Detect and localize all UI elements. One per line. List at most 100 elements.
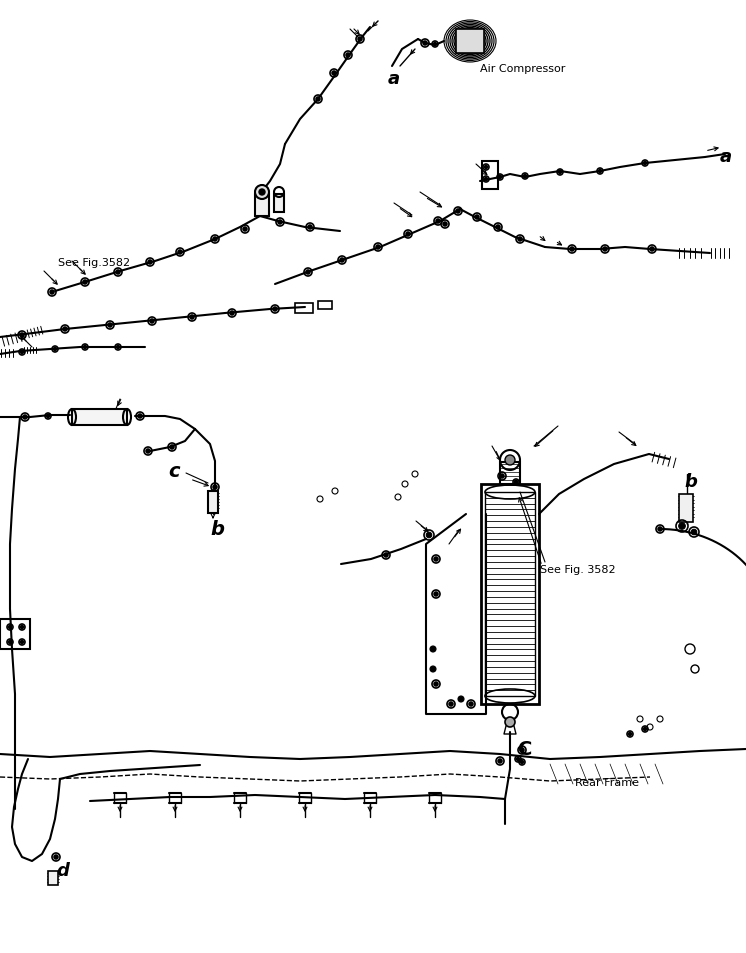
Circle shape — [498, 759, 502, 763]
Circle shape — [658, 527, 662, 532]
Circle shape — [54, 348, 57, 352]
Circle shape — [516, 758, 520, 760]
Circle shape — [434, 682, 438, 686]
Circle shape — [518, 237, 522, 242]
Circle shape — [433, 43, 436, 47]
Text: d: d — [56, 862, 69, 879]
Bar — [456, 30, 484, 54]
Circle shape — [306, 271, 310, 274]
Circle shape — [8, 626, 12, 629]
Bar — [0, 619, 30, 649]
Circle shape — [376, 246, 380, 250]
Circle shape — [255, 186, 269, 200]
Circle shape — [430, 666, 436, 672]
Circle shape — [20, 351, 24, 355]
Circle shape — [500, 475, 504, 478]
Circle shape — [278, 220, 282, 225]
Bar — [274, 194, 284, 213]
Text: Rear Frame: Rear Frame — [575, 778, 639, 787]
Circle shape — [498, 176, 501, 179]
Circle shape — [145, 449, 150, 454]
Bar — [500, 462, 520, 484]
Circle shape — [434, 592, 438, 597]
Circle shape — [643, 727, 647, 731]
Bar — [318, 302, 332, 310]
Bar — [482, 162, 498, 190]
Text: b: b — [210, 519, 224, 538]
Circle shape — [108, 323, 112, 328]
Circle shape — [505, 456, 515, 465]
Circle shape — [436, 219, 440, 224]
Circle shape — [20, 334, 24, 338]
Circle shape — [50, 291, 54, 294]
Circle shape — [259, 190, 265, 195]
Circle shape — [603, 248, 607, 252]
Bar — [485, 493, 535, 697]
Circle shape — [150, 319, 154, 324]
Circle shape — [514, 481, 518, 484]
Circle shape — [558, 172, 562, 174]
Circle shape — [170, 445, 175, 450]
Circle shape — [468, 702, 473, 706]
Circle shape — [46, 415, 50, 418]
Circle shape — [449, 702, 454, 706]
Circle shape — [643, 162, 647, 166]
Circle shape — [116, 271, 120, 274]
Circle shape — [242, 228, 247, 232]
Circle shape — [434, 558, 438, 561]
Circle shape — [484, 178, 488, 181]
Circle shape — [84, 346, 87, 350]
Circle shape — [332, 71, 336, 76]
Circle shape — [230, 312, 234, 315]
Circle shape — [628, 733, 632, 736]
Circle shape — [308, 226, 312, 230]
Circle shape — [213, 485, 217, 490]
Circle shape — [505, 718, 515, 727]
Circle shape — [273, 308, 278, 312]
Circle shape — [650, 248, 654, 252]
Circle shape — [20, 640, 24, 644]
Circle shape — [520, 748, 524, 753]
Text: See Fig. 3582: See Fig. 3582 — [540, 564, 615, 575]
Bar — [679, 495, 693, 522]
Circle shape — [458, 697, 464, 702]
Bar — [208, 492, 218, 514]
Circle shape — [178, 251, 182, 255]
Bar — [72, 410, 127, 426]
Circle shape — [83, 280, 87, 285]
Circle shape — [189, 315, 194, 320]
Circle shape — [456, 210, 460, 214]
Bar — [481, 484, 539, 704]
Circle shape — [692, 530, 697, 536]
Circle shape — [54, 855, 58, 860]
Circle shape — [358, 38, 363, 42]
Bar — [48, 871, 58, 885]
Circle shape — [23, 416, 27, 419]
Circle shape — [8, 640, 12, 644]
Circle shape — [443, 223, 447, 227]
Circle shape — [598, 171, 602, 173]
Circle shape — [383, 554, 388, 558]
Circle shape — [474, 215, 479, 220]
Circle shape — [521, 760, 524, 764]
Circle shape — [484, 166, 488, 170]
Text: Air Compressor: Air Compressor — [480, 64, 565, 74]
Circle shape — [213, 237, 217, 242]
Text: See Fig.3582: See Fig.3582 — [58, 257, 130, 268]
Circle shape — [679, 523, 686, 530]
Text: C: C — [518, 740, 533, 759]
Bar — [255, 194, 269, 216]
Text: a: a — [388, 70, 400, 88]
Circle shape — [339, 258, 344, 263]
Circle shape — [570, 248, 574, 252]
Circle shape — [63, 328, 67, 332]
Circle shape — [316, 98, 320, 102]
Circle shape — [496, 226, 501, 230]
Text: a: a — [720, 148, 732, 166]
Circle shape — [346, 53, 350, 58]
Circle shape — [406, 233, 410, 237]
Circle shape — [430, 646, 436, 652]
Circle shape — [148, 260, 152, 265]
Circle shape — [524, 175, 527, 178]
Circle shape — [426, 533, 432, 538]
